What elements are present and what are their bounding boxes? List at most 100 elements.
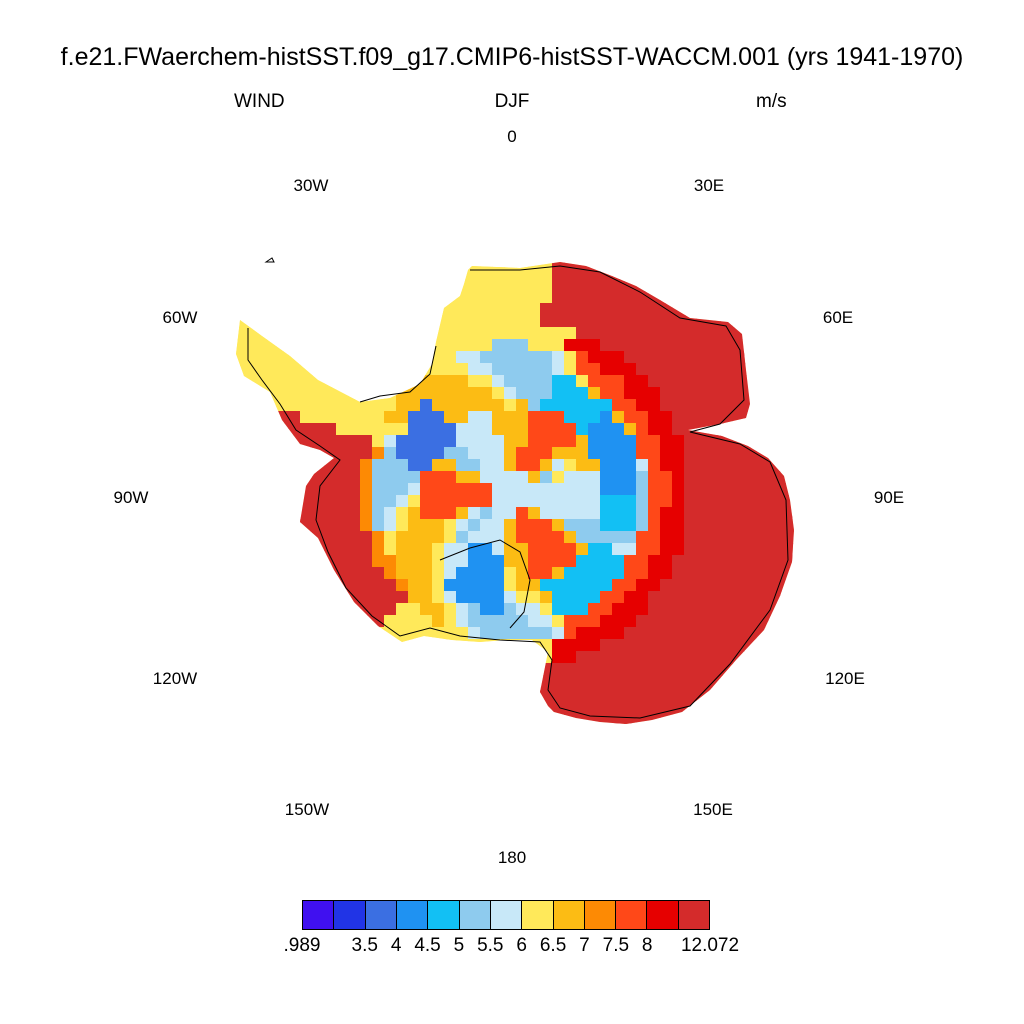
wind-cell — [492, 555, 505, 568]
wind-cell — [660, 699, 673, 712]
wind-cell — [360, 339, 373, 352]
wind-cell — [336, 567, 349, 580]
wind-cell — [504, 471, 517, 484]
wind-cell — [564, 375, 577, 388]
wind-cell — [696, 663, 709, 676]
wind-cell — [588, 459, 601, 472]
wind-cell — [612, 447, 625, 460]
wind-cell — [480, 675, 493, 688]
wind-cell — [444, 447, 457, 460]
wind-cell — [236, 699, 241, 712]
wind-cell — [324, 435, 337, 448]
wind-cell — [504, 262, 517, 268]
wind-cell — [444, 531, 457, 544]
wind-cell — [552, 291, 565, 304]
wind-cell — [468, 627, 481, 640]
wind-cell — [552, 603, 565, 616]
wind-cell — [744, 699, 757, 712]
wind-cell — [552, 351, 565, 364]
wind-cell — [312, 639, 325, 652]
wind-cell — [396, 723, 409, 724]
wind-cell — [236, 603, 241, 616]
wind-cell — [468, 519, 481, 532]
wind-cell — [240, 555, 253, 568]
wind-cell — [720, 363, 733, 376]
wind-cell — [684, 675, 697, 688]
wind-cell — [300, 699, 313, 712]
wind-cell — [384, 483, 397, 496]
wind-cell — [648, 699, 661, 712]
wind-cell — [672, 639, 685, 652]
wind-cell — [672, 555, 685, 568]
wind-cell — [756, 375, 769, 388]
wind-cell — [276, 723, 289, 724]
wind-cell — [396, 375, 409, 388]
wind-cell — [444, 675, 457, 688]
wind-cell — [408, 675, 421, 688]
wind-cell — [684, 543, 697, 556]
wind-cell — [276, 279, 289, 292]
wind-cell — [528, 423, 541, 436]
wind-cell — [396, 435, 409, 448]
wind-cell — [624, 699, 637, 712]
wind-cell — [504, 447, 517, 460]
wind-cell — [780, 519, 793, 532]
wind-cell — [372, 591, 385, 604]
wind-cell — [236, 483, 241, 496]
wind-cell — [552, 627, 565, 640]
wind-cell — [540, 279, 553, 292]
wind-cell — [756, 699, 769, 712]
wind-cell — [732, 303, 745, 316]
wind-cell — [312, 411, 325, 424]
wind-cell — [564, 567, 577, 580]
wind-cell — [516, 663, 529, 676]
wind-cell — [732, 699, 745, 712]
wind-cell — [516, 447, 529, 460]
wind-cell — [420, 639, 433, 652]
wind-cell — [744, 531, 757, 544]
wind-cell — [236, 723, 241, 724]
wind-cell — [236, 387, 241, 400]
wind-cell — [236, 291, 241, 304]
wind-cell — [312, 687, 325, 700]
wind-cell — [372, 567, 385, 580]
wind-cell — [540, 483, 553, 496]
wind-cell — [236, 351, 241, 364]
wind-cell — [696, 399, 709, 412]
wind-cell — [576, 627, 589, 640]
wind-cell — [252, 519, 265, 532]
wind-cell — [516, 435, 529, 448]
wind-cell — [792, 579, 794, 592]
wind-cell — [708, 387, 721, 400]
wind-cell — [732, 279, 745, 292]
wind-cell — [720, 639, 733, 652]
wind-cell — [756, 459, 769, 472]
wind-cell — [264, 639, 277, 652]
wind-cell — [360, 375, 373, 388]
wind-cell — [300, 603, 313, 616]
wind-cell — [480, 711, 493, 724]
wind-cell — [612, 375, 625, 388]
wind-cell — [444, 375, 457, 388]
wind-cell — [408, 423, 421, 436]
wind-cell — [372, 351, 385, 364]
wind-cell — [684, 711, 697, 724]
wind-cell — [276, 627, 289, 640]
wind-cell — [492, 447, 505, 460]
wind-cell — [360, 567, 373, 580]
wind-cell — [744, 363, 757, 376]
wind-cell — [516, 262, 529, 268]
wind-cell — [264, 363, 277, 376]
wind-cell — [420, 471, 433, 484]
wind-cell — [384, 399, 397, 412]
wind-cell — [384, 447, 397, 460]
wind-cell — [408, 435, 421, 448]
wind-cell — [780, 447, 793, 460]
wind-cell — [408, 267, 421, 280]
wind-cell — [768, 279, 781, 292]
wind-cell — [528, 279, 541, 292]
wind-cell — [456, 423, 469, 436]
wind-cell — [672, 447, 685, 460]
wind-cell — [336, 639, 349, 652]
wind-cell — [288, 267, 301, 280]
